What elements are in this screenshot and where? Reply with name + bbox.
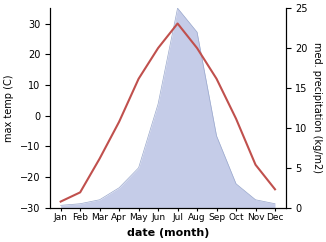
Y-axis label: max temp (C): max temp (C) xyxy=(4,74,14,142)
X-axis label: date (month): date (month) xyxy=(126,228,209,238)
Y-axis label: med. precipitation (kg/m2): med. precipitation (kg/m2) xyxy=(312,42,322,174)
